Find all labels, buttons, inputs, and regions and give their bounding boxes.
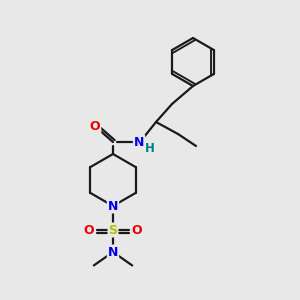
Text: H: H (145, 142, 155, 154)
Text: O: O (84, 224, 94, 236)
Text: N: N (134, 136, 144, 148)
Text: N: N (108, 200, 118, 212)
Text: O: O (132, 224, 142, 236)
Text: O: O (90, 121, 100, 134)
Text: S: S (109, 224, 118, 236)
Text: N: N (108, 245, 118, 259)
